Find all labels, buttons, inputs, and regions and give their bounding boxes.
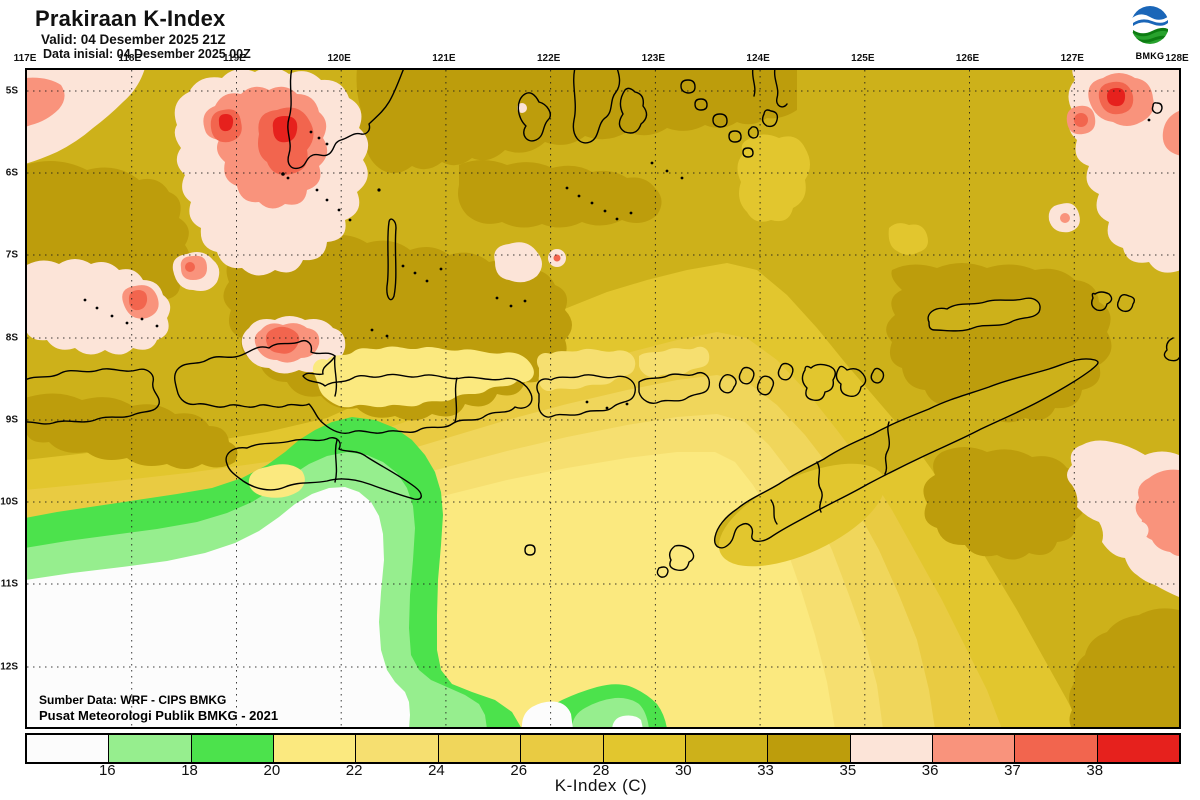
lon-tick: 121E — [432, 53, 456, 64]
legend-tick-labels: 16 18 20 22 24 26 28 30 33 35 36 37 38 — [25, 762, 1177, 780]
legend-cell — [932, 735, 1016, 762]
legend-cell — [768, 735, 851, 762]
legend-cell — [27, 735, 110, 762]
legend-tick: 20 — [263, 762, 281, 779]
lon-tick: 125E — [851, 53, 875, 64]
coast-muna — [572, 70, 621, 144]
coast-flores-east — [638, 372, 710, 404]
hotspot-sumbawa-coast — [241, 316, 346, 374]
legend-tick: 30 — [674, 762, 692, 779]
coast-solor — [718, 362, 794, 396]
kindex-fill-field — [27, 70, 1179, 727]
lat-tick: 9S — [5, 414, 18, 426]
legend-tick: 36 — [921, 762, 939, 779]
bmkg-logo-label: BMKG — [1135, 51, 1165, 61]
lon-tick: 123E — [641, 53, 666, 64]
border-timor-1 — [884, 421, 890, 475]
kindex-color-scale — [25, 733, 1181, 764]
lat-tick: 7S — [5, 249, 18, 261]
coast-lombok — [27, 368, 160, 425]
coast-buton-east — [618, 87, 648, 134]
kindex-map-canvas — [27, 70, 1179, 727]
coast-rote — [656, 544, 695, 578]
coast-ne-islets — [1090, 102, 1179, 362]
legend-cell — [274, 735, 357, 762]
coast-buton — [517, 92, 551, 142]
hotspot-east-edge — [1067, 440, 1179, 597]
legend-cell — [191, 735, 275, 762]
lon-tick: 120E — [327, 53, 351, 64]
legend-cell — [685, 735, 769, 762]
legend-tick: 22 — [345, 762, 363, 779]
lon-tick: 117E — [13, 53, 37, 64]
lon-tick: 128E — [1165, 53, 1189, 64]
border-timor-2 — [816, 461, 823, 513]
forecast-map — [25, 68, 1181, 729]
legend-tick: 24 — [428, 762, 445, 779]
lat-tick: 12S — [0, 661, 18, 673]
lat-tick: 8S — [5, 332, 18, 344]
legend-tick: 33 — [757, 762, 774, 779]
lon-tick: 122E — [536, 53, 561, 64]
legend-cell — [438, 735, 522, 762]
hotspot-northeast-corner — [1048, 70, 1179, 273]
lat-tick: 11S — [0, 578, 18, 590]
coast-sabu — [524, 544, 536, 556]
graticule — [27, 70, 1179, 727]
coast-timor — [713, 358, 1099, 549]
hotspot-sulawesi — [174, 70, 369, 276]
coast-top-center — [747, 70, 788, 139]
bmkg-logo-icon — [1131, 6, 1169, 44]
coast-sumba — [225, 437, 422, 501]
legend-cell — [356, 735, 439, 762]
lat-tick: 5S — [5, 85, 18, 97]
hotspot-northwest-corner — [27, 70, 145, 164]
lon-tick: 127E — [1060, 53, 1084, 64]
legend-cell — [521, 735, 604, 762]
coastlines — [27, 70, 1179, 578]
border-sumbawa-1 — [333, 355, 338, 397]
legend-tick: 35 — [839, 762, 857, 779]
coast-selayar — [386, 218, 397, 301]
legend-cell — [1015, 735, 1098, 762]
legend-cell — [109, 735, 192, 762]
coast-sumbawa — [174, 340, 533, 434]
lon-tick: 124E — [746, 53, 770, 64]
legend-cell — [1097, 735, 1180, 762]
legend-tick: 18 — [181, 762, 198, 779]
lon-tick: 118E — [118, 53, 142, 64]
page-title: Prakiraan K-Index — [35, 6, 226, 31]
lon-tick: 126E — [955, 53, 980, 64]
lat-tick: 10S — [0, 496, 18, 508]
legend-cell — [603, 735, 686, 762]
coast-wakatobi — [680, 79, 754, 158]
lon-tick: 119E — [223, 53, 246, 64]
latitude-axis: 5S 6S 7S 8S 9S 10S 11S 12S — [0, 70, 21, 727]
hotspot-small-center — [494, 103, 566, 283]
longitude-axis: 117E 118E 119E 120E 121E 122E 123E 124E … — [14, 53, 1189, 67]
legend-tick: 16 — [98, 762, 116, 779]
coast-sulawesi — [287, 70, 404, 170]
init-time-label: Data inisial: 04 Desember 2025 00Z — [43, 47, 251, 61]
lat-tick: 6S — [5, 167, 18, 179]
islet-dots — [83, 118, 1151, 410]
coast-flores — [536, 374, 636, 418]
legend-tick: 28 — [592, 762, 610, 779]
valid-time-label: Valid: 04 Desember 2025 21Z — [41, 32, 226, 47]
legend-tick: 38 — [1086, 762, 1104, 779]
legend-tick: 26 — [510, 762, 528, 779]
legend-tick: 37 — [1004, 762, 1021, 779]
coast-wetar — [927, 297, 1041, 332]
coast-alor-pantar — [801, 363, 885, 402]
legend-cell — [850, 735, 933, 762]
legend-title: K-Index (C) — [554, 776, 648, 795]
border-timor-3 — [770, 499, 778, 525]
bmkg-logo: BMKG — [1128, 4, 1172, 61]
border-sumbawa-2 — [454, 377, 458, 423]
border-sumba — [334, 439, 338, 483]
